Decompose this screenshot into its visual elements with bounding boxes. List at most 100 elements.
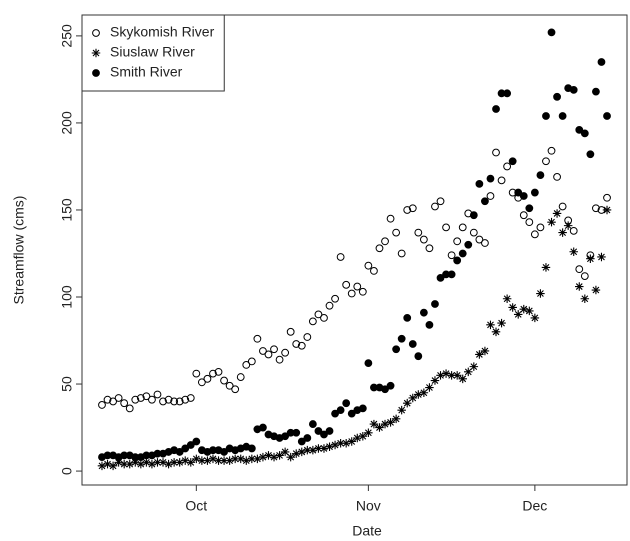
point xyxy=(536,289,545,298)
point xyxy=(592,204,600,213)
point xyxy=(375,244,384,253)
point xyxy=(525,218,534,227)
y-tick-label: 150 xyxy=(59,198,75,222)
point xyxy=(580,272,589,281)
point xyxy=(109,397,117,406)
x-tick-label: Nov xyxy=(356,498,381,514)
point xyxy=(197,456,207,465)
point xyxy=(275,451,284,460)
point xyxy=(347,409,356,418)
point xyxy=(597,252,606,262)
legend-label: Siuslaw River xyxy=(110,44,195,60)
point xyxy=(508,303,517,312)
point xyxy=(597,58,606,66)
point xyxy=(181,395,190,404)
point xyxy=(603,193,611,202)
point xyxy=(281,432,290,441)
legend-label: Smith River xyxy=(110,64,183,80)
point xyxy=(236,373,245,381)
point xyxy=(142,458,151,467)
point xyxy=(481,197,489,206)
point xyxy=(292,340,301,348)
point xyxy=(131,395,140,404)
point xyxy=(308,445,318,455)
point xyxy=(175,397,184,406)
point xyxy=(364,261,373,270)
point xyxy=(159,397,167,406)
point xyxy=(458,374,467,384)
x-axis-title: Date xyxy=(352,523,382,539)
point xyxy=(558,228,567,237)
point xyxy=(370,266,378,275)
point xyxy=(353,282,362,291)
point xyxy=(153,458,162,467)
point xyxy=(530,230,539,239)
point xyxy=(569,226,578,235)
point xyxy=(592,87,600,96)
point xyxy=(441,369,451,378)
point xyxy=(203,456,212,465)
point xyxy=(530,313,540,323)
point xyxy=(98,401,106,409)
point xyxy=(464,240,473,249)
point xyxy=(519,211,528,220)
point xyxy=(297,447,307,457)
point xyxy=(320,430,328,439)
point xyxy=(297,437,306,446)
point xyxy=(320,313,328,322)
point xyxy=(469,228,478,237)
point xyxy=(336,406,345,415)
y-tick-label: 200 xyxy=(59,111,75,135)
point xyxy=(358,432,368,441)
point xyxy=(186,394,195,402)
point xyxy=(403,206,412,214)
point xyxy=(330,440,340,450)
point xyxy=(319,444,329,453)
point xyxy=(602,205,612,215)
y-axis-title: Streamflow (cms) xyxy=(11,196,27,305)
point xyxy=(314,310,323,319)
point xyxy=(425,320,434,329)
point xyxy=(253,454,262,464)
point xyxy=(147,459,157,469)
point xyxy=(425,244,434,253)
point xyxy=(536,223,545,232)
legend-marker xyxy=(91,48,101,58)
point xyxy=(525,204,534,213)
point xyxy=(286,327,295,336)
point xyxy=(264,350,273,359)
point xyxy=(314,444,323,453)
point xyxy=(402,398,412,408)
point xyxy=(408,393,418,403)
point xyxy=(375,423,384,432)
point xyxy=(547,217,556,227)
point xyxy=(502,294,512,303)
point xyxy=(486,320,495,330)
point xyxy=(175,448,184,456)
point xyxy=(364,428,373,438)
point xyxy=(303,445,312,455)
point xyxy=(386,418,395,427)
point xyxy=(475,235,484,244)
point xyxy=(203,374,212,383)
point xyxy=(358,287,367,296)
point xyxy=(169,458,179,467)
legend-marker xyxy=(92,29,100,37)
point xyxy=(131,458,140,467)
point xyxy=(497,318,506,328)
point xyxy=(153,390,162,399)
point xyxy=(269,452,279,462)
point xyxy=(264,451,273,460)
point xyxy=(341,438,351,448)
point xyxy=(492,148,500,157)
point xyxy=(114,458,123,467)
point xyxy=(530,188,539,197)
point xyxy=(541,263,551,272)
y-tick-label: 100 xyxy=(59,285,75,309)
point xyxy=(247,454,257,464)
point xyxy=(475,350,484,359)
point xyxy=(386,381,395,390)
point xyxy=(453,256,462,265)
point xyxy=(392,345,401,354)
